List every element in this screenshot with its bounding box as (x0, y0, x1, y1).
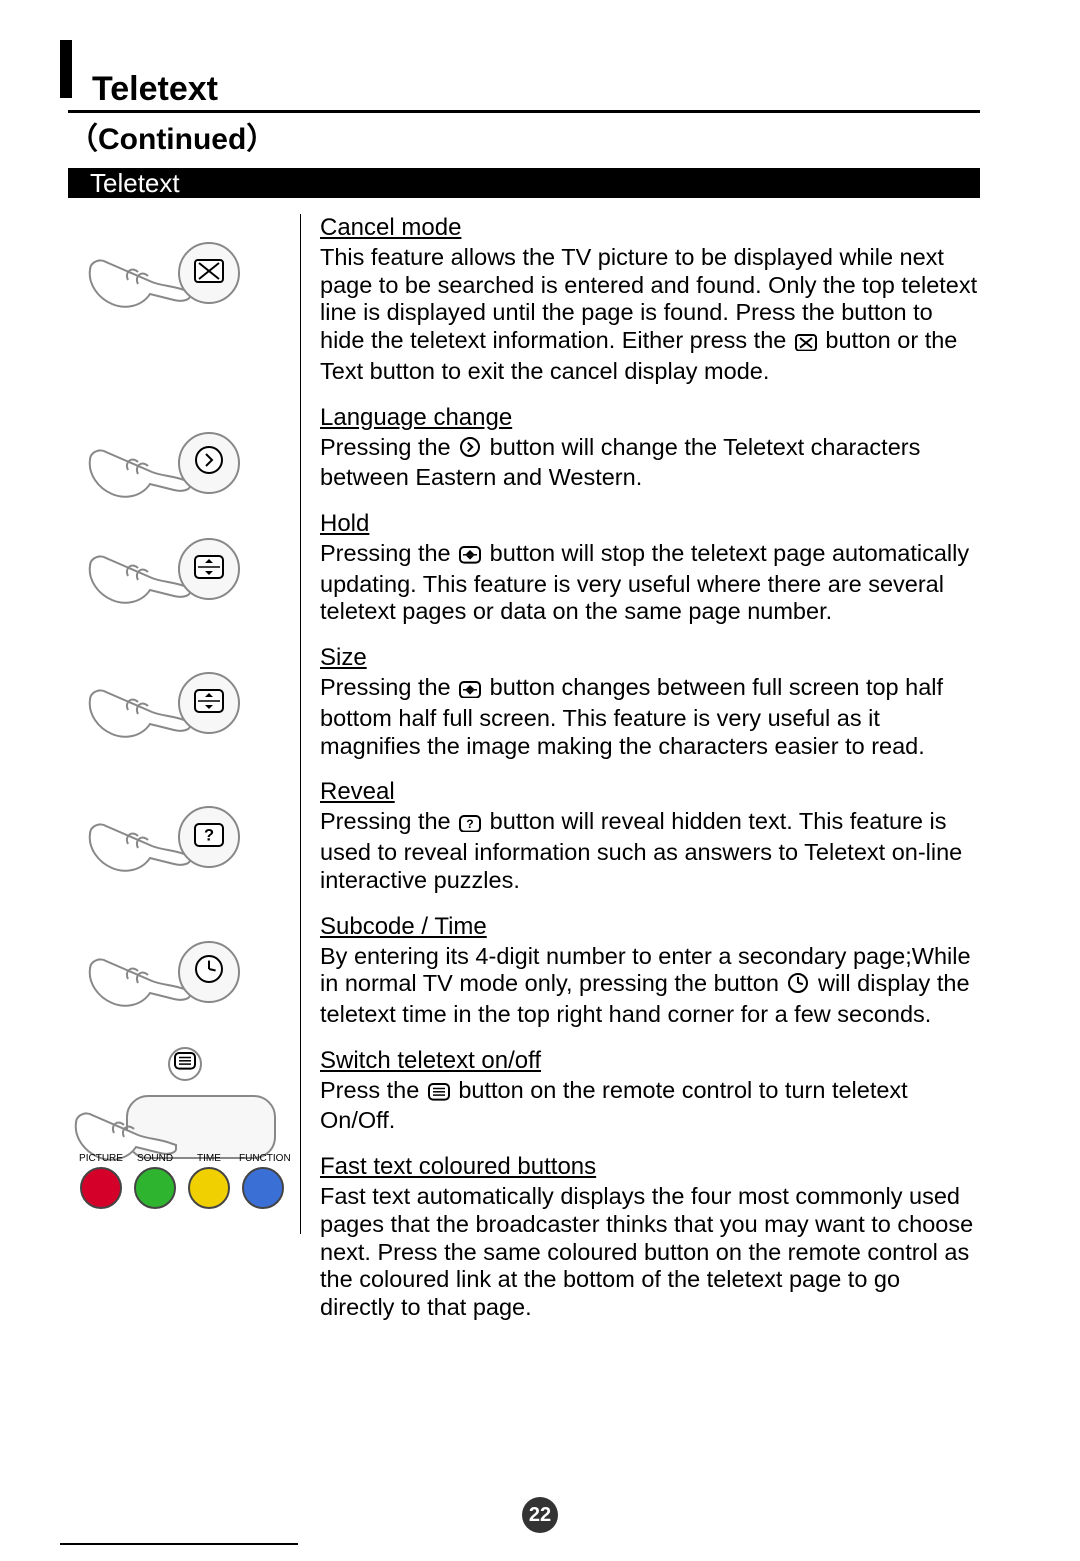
text-entry: HoldPressing the button will stop the te… (320, 510, 980, 626)
remote-button (168, 1047, 202, 1081)
entry-body: Pressing the button will stop the telete… (320, 540, 980, 626)
entry-title: Size (320, 644, 980, 672)
color-button (134, 1167, 176, 1209)
color-button (242, 1167, 284, 1209)
remote-button (178, 432, 240, 494)
illustration-column: ? PICTURE SOUND TIME FUNCTION (68, 214, 300, 1340)
entry-body-a: Press the (320, 1077, 426, 1103)
hand-icon (82, 434, 192, 511)
entry-title: Switch teletext on/off (320, 1047, 980, 1075)
lang-icon (459, 436, 481, 465)
entry-body: Press the button on the remote control t… (320, 1077, 980, 1135)
text-entry: Switch teletext on/offPress the button o… (320, 1047, 980, 1135)
entry-body: By entering its 4-digit number to enter … (320, 943, 980, 1029)
remote-button (178, 538, 240, 600)
size-icon (459, 677, 481, 705)
page: Teletext （Continued） Teletext (0, 0, 1080, 1561)
clock-icon (194, 954, 224, 989)
header-rule (68, 110, 980, 113)
reveal-icon: ? (459, 811, 481, 839)
text-column: Cancel modeThis feature allows the TV pi… (320, 214, 980, 1340)
hand-icon (82, 943, 192, 1020)
color-button (80, 1167, 122, 1209)
color-button-label: TIME (185, 1153, 233, 1164)
text-entry: Fast text coloured buttonsFast text auto… (320, 1153, 980, 1322)
svg-text:?: ? (204, 826, 214, 844)
hold-icon (194, 555, 224, 584)
color-button-label: PICTURE (77, 1153, 125, 1164)
entry-title: Reveal (320, 778, 980, 806)
entry-body: Pressing the button will change the Tele… (320, 434, 980, 492)
entry-title: Hold (320, 510, 980, 538)
hand-press-illustration (68, 214, 300, 404)
color-button (188, 1167, 230, 1209)
svg-text:?: ? (466, 817, 473, 831)
color-button-label: FUNCTION (239, 1153, 287, 1164)
text-entry: SizePressing the button changes between … (320, 644, 980, 760)
fast-text-color-buttons: PICTURE SOUND TIME FUNCTION (68, 1153, 300, 1340)
cancel-icon (795, 330, 817, 358)
page-number: 22 (522, 1497, 558, 1533)
remote-button (178, 941, 240, 1003)
text-entry: Language changePressing the button will … (320, 404, 980, 492)
cancel-icon (194, 259, 224, 288)
footer-rule (60, 1543, 298, 1545)
entry-title: Cancel mode (320, 214, 980, 242)
entry-title: Subcode / Time (320, 913, 980, 941)
entry-body-a: Pressing the (320, 540, 457, 566)
section-bar: Teletext (68, 168, 980, 198)
clock-icon (787, 972, 809, 1001)
section-bar-label: Teletext (90, 168, 180, 199)
entry-body: This feature allows the TV picture to be… (320, 244, 980, 386)
entry-body-a: Fast text automatically displays the fou… (320, 1183, 973, 1320)
color-button-label: SOUND (131, 1153, 179, 1164)
page-title: Teletext (92, 70, 218, 109)
reveal-icon: ? (194, 823, 224, 852)
vertical-separator (300, 214, 301, 1234)
text-entry: RevealPressing the ? button will reveal … (320, 778, 980, 894)
hand-icon (82, 808, 192, 885)
hand-press-illustration (68, 644, 300, 778)
hand-press-illustration (68, 510, 300, 644)
remote-button (178, 672, 240, 734)
switch-teletext-illustration (68, 1047, 300, 1153)
entry-body: Fast text automatically displays the fou… (320, 1183, 980, 1322)
remote-button: ? (178, 806, 240, 868)
text-icon (174, 1052, 196, 1075)
header-sidebar-accent (60, 40, 72, 98)
entry-body-a: Pressing the (320, 808, 457, 834)
text-entry: Subcode / TimeBy entering its 4-digit nu… (320, 913, 980, 1029)
size-icon (194, 689, 224, 718)
entry-body: Pressing the ? button will reveal hidden… (320, 808, 980, 894)
entry-body: Pressing the button changes between full… (320, 674, 980, 760)
entry-title: Fast text coloured buttons (320, 1153, 980, 1181)
hand-icon (82, 244, 192, 321)
hand-icon (82, 540, 192, 617)
remote-button (178, 242, 240, 304)
hold-icon (459, 543, 481, 571)
hand-press-illustration: ? (68, 778, 300, 912)
text-icon (428, 1080, 450, 1108)
entry-title: Language change (320, 404, 980, 432)
lang-icon (194, 445, 224, 480)
text-entry: Cancel modeThis feature allows the TV pi… (320, 214, 980, 386)
page-subtitle: （Continued） (68, 114, 276, 158)
entry-body-a: Pressing the (320, 434, 457, 460)
hand-press-illustration (68, 404, 300, 510)
entry-body-a: Pressing the (320, 674, 457, 700)
hand-press-illustration (68, 913, 300, 1047)
hand-icon (82, 674, 192, 751)
